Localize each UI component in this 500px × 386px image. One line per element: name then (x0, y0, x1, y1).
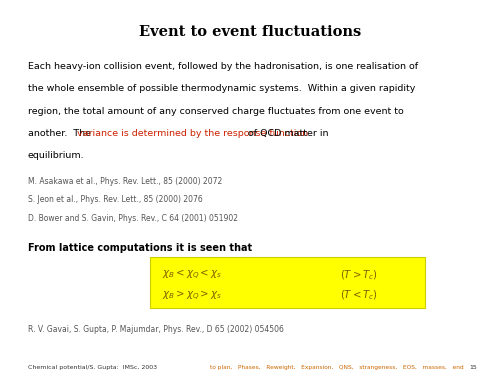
Text: Each heavy-ion collision event, followed by the hadronisation, is one realisatio: Each heavy-ion collision event, followed… (28, 62, 417, 71)
Text: $(T > T_c)$: $(T > T_c)$ (340, 268, 378, 282)
Text: D. Bower and S. Gavin, Phys. Rev., C 64 (2001) 051902: D. Bower and S. Gavin, Phys. Rev., C 64 … (28, 214, 238, 223)
Text: S. Jeon et al., Phys. Rev. Lett., 85 (2000) 2076: S. Jeon et al., Phys. Rev. Lett., 85 (20… (28, 195, 202, 205)
Text: $(T < T_c)$: $(T < T_c)$ (340, 289, 378, 302)
Text: Event to event fluctuations: Event to event fluctuations (139, 25, 361, 39)
Text: variance is determined by the response function: variance is determined by the response f… (78, 129, 308, 138)
Text: the whole ensemble of possible thermodynamic systems.  Within a given rapidity: the whole ensemble of possible thermodyn… (28, 84, 415, 93)
Text: region, the total amount of any conserved charge fluctuates from one event to: region, the total amount of any conserve… (28, 107, 403, 115)
Text: another.  The: another. The (28, 129, 94, 138)
Text: equilibrium.: equilibrium. (28, 151, 84, 160)
Text: of QCD matter in: of QCD matter in (246, 129, 329, 138)
Text: to plan,   Phases,   Reweight,   Expansion,   QNS,   strangeness,   EOS,   masse: to plan, Phases, Reweight, Expansion, QN… (210, 365, 464, 370)
FancyBboxPatch shape (150, 257, 425, 308)
Text: R. V. Gavai, S. Gupta, P. Majumdar, Phys. Rev., D 65 (2002) 054506: R. V. Gavai, S. Gupta, P. Majumdar, Phys… (28, 325, 283, 334)
Text: $\chi_B > \chi_Q > \chi_s$: $\chi_B > \chi_Q > \chi_s$ (162, 289, 222, 303)
Text: 15: 15 (470, 365, 478, 370)
Text: Chemical potential/S. Gupta:  IMSc, 2003: Chemical potential/S. Gupta: IMSc, 2003 (28, 365, 156, 370)
Text: M. Asakawa et al., Phys. Rev. Lett., 85 (2000) 2072: M. Asakawa et al., Phys. Rev. Lett., 85 … (28, 177, 222, 186)
Text: From lattice computations it is seen that: From lattice computations it is seen tha… (28, 243, 252, 253)
Text: $\chi_B < \chi_Q < \chi_s$: $\chi_B < \chi_Q < \chi_s$ (162, 268, 222, 282)
